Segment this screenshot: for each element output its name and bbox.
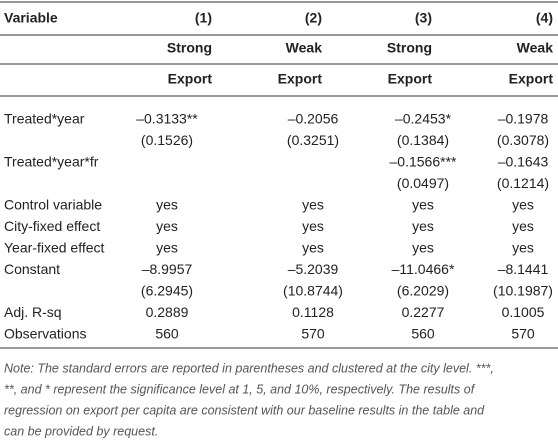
- cell: yes: [302, 240, 324, 256]
- cell: –0.1978: [498, 111, 549, 127]
- cell: yes: [512, 240, 534, 256]
- header-cell: Strong: [167, 40, 212, 56]
- cell: –0.3133**: [136, 111, 198, 127]
- header-cell: (1): [195, 10, 212, 26]
- header-cell: (4): [536, 10, 553, 26]
- header-cell: Export: [278, 71, 323, 87]
- cell: 0.2277: [402, 304, 445, 320]
- header-cell: Export: [168, 71, 213, 87]
- cell: yes: [302, 218, 324, 234]
- cell: 570: [511, 326, 535, 342]
- cell: yes: [512, 218, 534, 234]
- cell: (0.1214): [497, 175, 549, 191]
- header-cell: Strong: [387, 40, 432, 56]
- cell: 0.2889: [146, 304, 189, 320]
- cell: yes: [412, 240, 434, 256]
- cell: yes: [512, 197, 534, 213]
- cell: (0.0497): [397, 175, 449, 191]
- row-label: Control variable: [4, 197, 102, 213]
- cell: (0.1384): [397, 132, 449, 148]
- cell: yes: [412, 197, 434, 213]
- header-variable: Variable: [4, 10, 58, 26]
- row-label: Treated*year: [4, 111, 85, 127]
- cell: yes: [156, 240, 178, 256]
- header-cell: Export: [509, 71, 554, 87]
- header-cell: Weak: [286, 40, 323, 56]
- cell: –8.9957: [142, 261, 193, 277]
- row-label: City-fixed effect: [4, 218, 100, 234]
- row-label: Constant: [4, 261, 60, 277]
- cell: –0.1643: [498, 154, 549, 170]
- cell: (10.8744): [283, 283, 343, 299]
- cell: yes: [156, 218, 178, 234]
- cell: yes: [412, 218, 434, 234]
- cell: (6.2945): [141, 283, 193, 299]
- cell: (10.1987): [493, 283, 553, 299]
- cell: –0.1566***: [390, 154, 458, 170]
- cell: –8.1441: [498, 261, 549, 277]
- cell: –11.0466*: [392, 261, 455, 277]
- cell: 560: [411, 326, 435, 342]
- cell: (0.3078): [497, 132, 549, 148]
- header-cell: Weak: [517, 40, 554, 56]
- cell: (6.2029): [397, 283, 449, 299]
- note-line: **, and * represent the significance lev…: [4, 382, 476, 396]
- row-label: Year-fixed effect: [4, 240, 105, 256]
- header-cell: Export: [388, 71, 433, 87]
- cell: yes: [302, 197, 324, 213]
- cell: 0.1128: [292, 304, 334, 320]
- cell: 0.1005: [502, 304, 545, 320]
- cell: (0.3251): [287, 132, 339, 148]
- header-cell: (3): [415, 10, 432, 26]
- row-label: Observations: [4, 326, 86, 342]
- cell: –5.2039: [288, 261, 339, 277]
- note-line: can be provided by request.: [4, 424, 158, 438]
- cell: 560: [155, 326, 179, 342]
- note-line: regression on export per capita are cons…: [4, 403, 485, 417]
- cell: –0.2056: [288, 111, 339, 127]
- header-cell: (2): [305, 10, 322, 26]
- cell: 570: [301, 326, 325, 342]
- cell: –0.2453*: [395, 111, 452, 127]
- cell: (0.1526): [141, 132, 193, 148]
- cell: yes: [156, 197, 178, 213]
- row-label: Treated*year*fr: [4, 154, 99, 170]
- row-label: Adj. R-sq: [4, 304, 62, 320]
- note-line: Note: The standard errors are reported i…: [4, 361, 494, 375]
